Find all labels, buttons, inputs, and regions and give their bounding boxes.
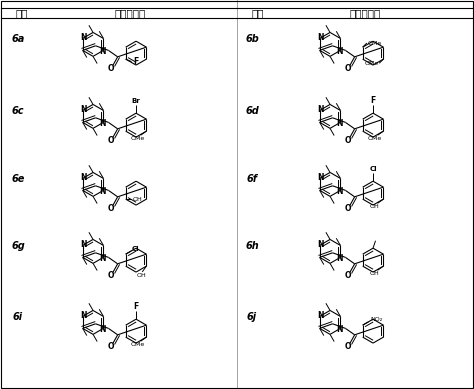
Text: N: N	[318, 33, 324, 42]
Text: N: N	[336, 187, 343, 196]
Text: OMe: OMe	[130, 342, 145, 347]
Text: 6g: 6g	[11, 241, 25, 251]
Text: N: N	[336, 254, 343, 263]
Text: 6a: 6a	[11, 34, 25, 44]
Text: N: N	[81, 173, 87, 182]
Text: 化合物结构: 化合物结构	[114, 8, 146, 18]
Text: 化合物结构: 化合物结构	[349, 8, 381, 18]
Text: O: O	[345, 342, 351, 350]
Text: N: N	[99, 325, 106, 334]
Text: OH: OH	[133, 196, 142, 202]
Text: 6e: 6e	[11, 174, 25, 184]
Text: OH: OH	[370, 204, 380, 209]
Text: N: N	[99, 187, 106, 196]
Text: Br: Br	[132, 98, 140, 104]
Text: NO₂: NO₂	[370, 317, 383, 322]
Text: O: O	[345, 203, 351, 213]
Text: Cl: Cl	[369, 166, 377, 172]
Text: 6c: 6c	[12, 106, 24, 116]
Text: O: O	[345, 63, 351, 73]
Text: OMe: OMe	[368, 40, 382, 46]
Text: N: N	[99, 119, 106, 128]
Text: N: N	[336, 47, 343, 56]
Text: 6b: 6b	[245, 34, 259, 44]
Text: OMe: OMe	[130, 136, 145, 141]
Text: Cl: Cl	[132, 246, 139, 252]
Text: O: O	[108, 342, 114, 350]
Text: N: N	[81, 33, 87, 42]
Text: N: N	[318, 173, 324, 182]
Text: 6h: 6h	[245, 241, 259, 251]
Text: N: N	[81, 105, 87, 114]
Text: O: O	[345, 136, 351, 145]
Text: N: N	[99, 47, 106, 56]
Text: O: O	[108, 136, 114, 145]
Text: O: O	[108, 63, 114, 73]
Text: O: O	[345, 271, 351, 280]
Text: N: N	[99, 254, 106, 263]
Text: 6d: 6d	[245, 106, 259, 116]
Text: OH: OH	[370, 271, 380, 276]
Text: 6f: 6f	[246, 174, 257, 184]
Text: N: N	[81, 240, 87, 249]
Text: N: N	[318, 311, 324, 320]
Text: F: F	[133, 57, 138, 66]
Text: 6j: 6j	[247, 312, 257, 322]
Text: N: N	[318, 105, 324, 114]
Text: O: O	[108, 271, 114, 280]
Text: N: N	[336, 325, 343, 334]
Text: F: F	[370, 96, 376, 105]
Text: OMe: OMe	[367, 136, 382, 141]
Text: 编号: 编号	[252, 8, 264, 18]
Text: O: O	[108, 203, 114, 213]
Text: OMe: OMe	[364, 61, 378, 66]
Text: N: N	[336, 119, 343, 128]
Text: N: N	[318, 240, 324, 249]
Text: 编号: 编号	[16, 8, 28, 18]
Text: F: F	[133, 302, 139, 312]
Text: N: N	[81, 311, 87, 320]
Text: OH: OH	[137, 273, 146, 279]
Text: 6i: 6i	[13, 312, 23, 322]
